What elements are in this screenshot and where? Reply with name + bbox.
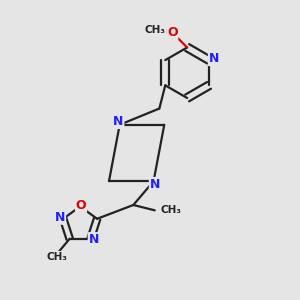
Text: N: N: [150, 178, 160, 191]
Text: N: N: [55, 211, 65, 224]
Text: N: N: [113, 115, 124, 128]
Text: CH₃: CH₃: [47, 252, 68, 262]
Text: CH₃: CH₃: [160, 205, 181, 215]
Text: O: O: [167, 26, 178, 39]
Text: N: N: [88, 233, 99, 246]
Text: O: O: [76, 199, 86, 212]
Text: CH₃: CH₃: [145, 25, 166, 34]
Text: N: N: [208, 52, 219, 65]
